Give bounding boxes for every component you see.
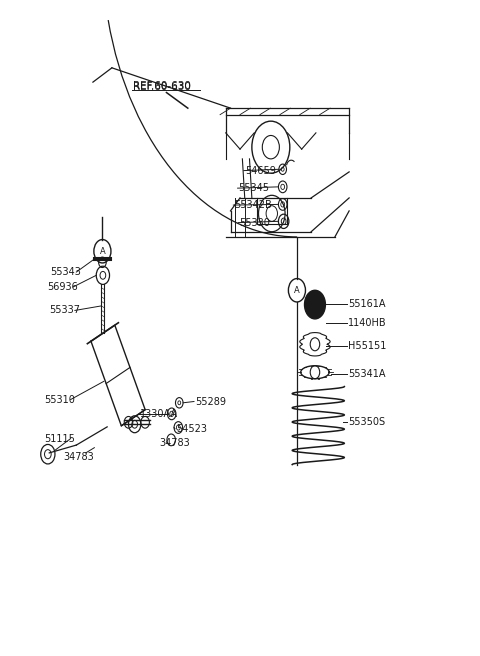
Text: REF.60-630: REF.60-630 bbox=[133, 81, 191, 91]
Text: 34783: 34783 bbox=[159, 438, 190, 448]
Text: 51115: 51115 bbox=[45, 434, 75, 443]
Text: 55330: 55330 bbox=[239, 218, 270, 228]
Text: H55151: H55151 bbox=[348, 340, 386, 350]
Text: 55337: 55337 bbox=[49, 306, 80, 316]
Text: 56936: 56936 bbox=[47, 282, 78, 292]
Text: A: A bbox=[294, 286, 300, 295]
Text: 55310: 55310 bbox=[45, 394, 75, 405]
Text: 55342B: 55342B bbox=[234, 200, 272, 210]
Circle shape bbox=[304, 290, 325, 319]
Text: 55289: 55289 bbox=[195, 396, 226, 407]
Text: REF.60-630: REF.60-630 bbox=[133, 83, 191, 92]
Text: 55350S: 55350S bbox=[348, 417, 385, 427]
Text: 55341A: 55341A bbox=[348, 369, 385, 379]
Text: 34783: 34783 bbox=[63, 452, 94, 462]
Text: 1140HB: 1140HB bbox=[348, 318, 387, 328]
Text: 54523: 54523 bbox=[176, 424, 207, 434]
Text: 55343: 55343 bbox=[50, 267, 81, 277]
Text: A: A bbox=[99, 247, 105, 256]
Text: 54659: 54659 bbox=[245, 165, 276, 176]
Text: 1330AA: 1330AA bbox=[140, 409, 179, 419]
Text: 55161A: 55161A bbox=[348, 299, 385, 309]
Text: 55345: 55345 bbox=[239, 183, 270, 193]
